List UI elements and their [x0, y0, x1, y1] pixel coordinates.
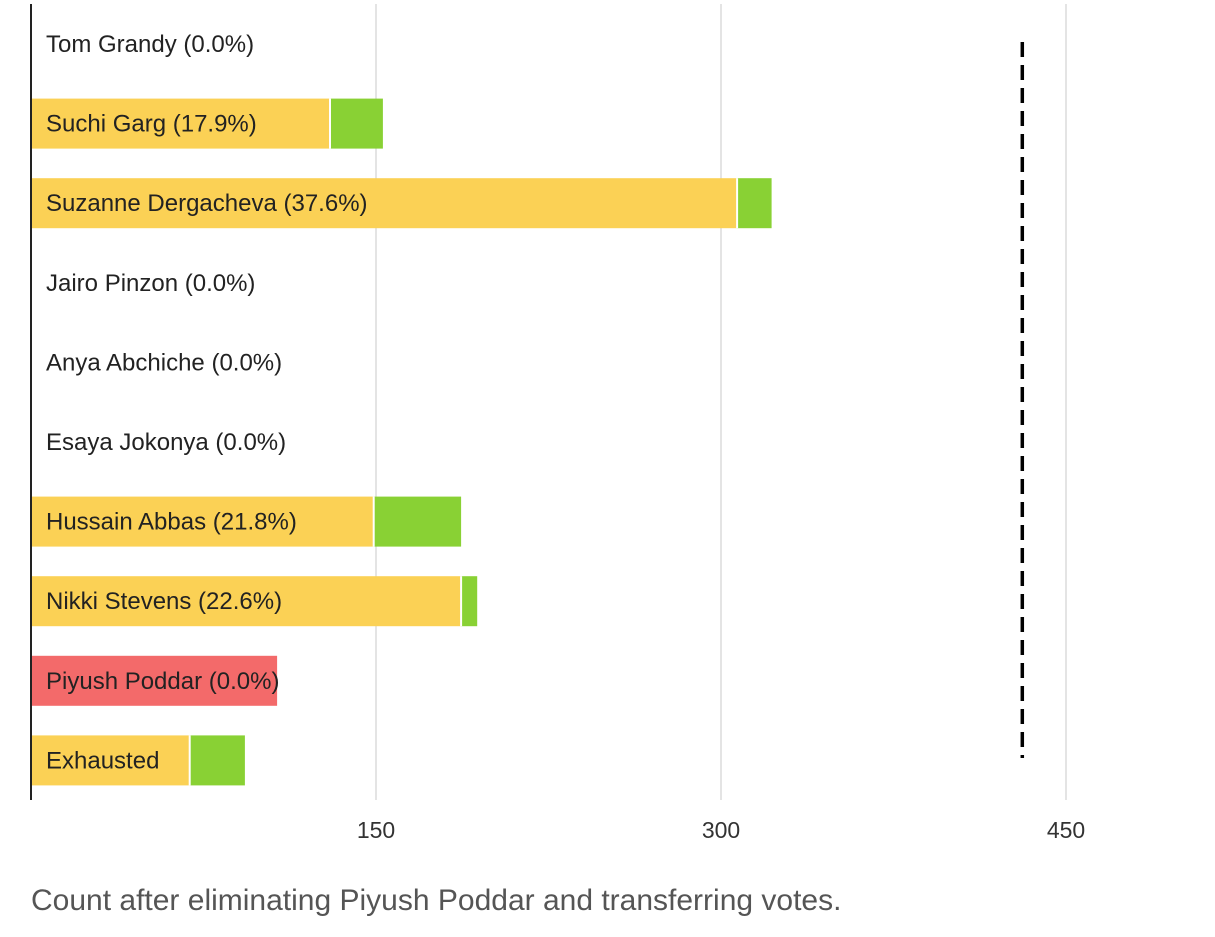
axes: 150 300 450 — [30, 4, 1085, 843]
candidate-label: Suchi Garg (17.9%) — [46, 111, 257, 138]
bar-current-votes — [31, 178, 738, 229]
x-tick-label: 300 — [702, 817, 740, 843]
bar-transferred-votes — [189, 735, 245, 786]
candidate-label: Nikki Stevens (22.6%) — [46, 588, 282, 615]
candidate-label: Exhausted — [46, 747, 159, 774]
candidate-label: Tom Grandy (0.0%) — [46, 31, 254, 58]
chart-container: Tom Grandy (0.0%) Suchi Garg (17.9%) Suzan… — [30, 4, 1085, 843]
candidate-label: Esaya Jokonya (0.0%) — [46, 429, 286, 456]
bar-current-votes — [31, 735, 190, 786]
chart-caption: Count after eliminating Piyush Poddar an… — [31, 884, 842, 917]
bar-transferred-votes — [737, 178, 772, 229]
candidate-label: Suzanne Dergacheva (37.6%) — [46, 190, 368, 217]
candidate-label: Anya Abchiche (0.0%) — [46, 349, 282, 376]
bar-eliminated — [31, 655, 278, 706]
bar-current-votes — [31, 98, 330, 149]
candidate-label: Piyush Poddar (0.0%) — [46, 668, 279, 695]
candidate-label: Hussain Abbas (21.8%) — [46, 509, 297, 536]
gridlines — [375, 4, 1067, 800]
stv-round-chart: Tom Grandy (0.0%) Suchi Garg (17.9%) Suzan… — [30, 4, 1085, 843]
candidate-label: Jairo Pinzon (0.0%) — [46, 270, 255, 297]
bar-current-votes — [31, 576, 462, 627]
bar-transferred-votes — [330, 98, 383, 149]
bars — [31, 98, 772, 786]
candidate-labels: Tom Grandy (0.0%) Suchi Garg (17.9%) Suzan… — [46, 31, 368, 774]
bar-current-votes — [31, 496, 374, 547]
x-tick-label: 450 — [1047, 817, 1085, 843]
bar-transferred-votes — [461, 576, 478, 627]
x-tick-label: 150 — [357, 817, 395, 843]
bar-transferred-votes — [373, 496, 462, 547]
